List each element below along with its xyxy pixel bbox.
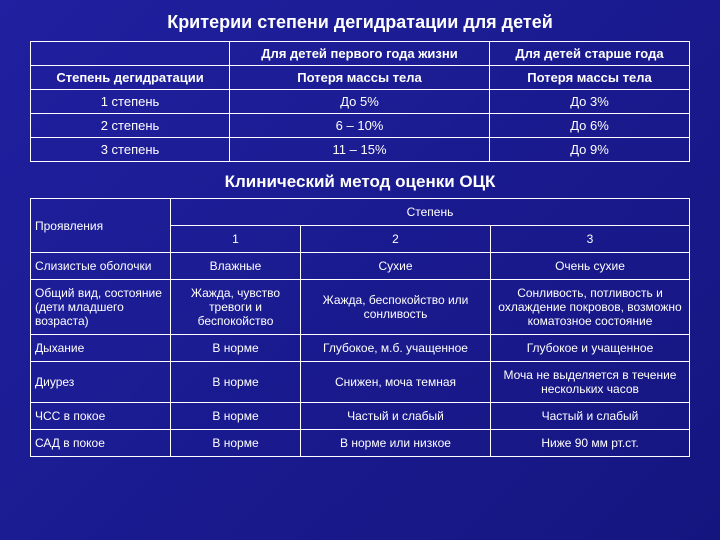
value-cell: Очень сухие [491, 253, 690, 280]
value-cell: Сухие [301, 253, 491, 280]
table-row: Слизистые оболочки Влажные Сухие Очень с… [31, 253, 690, 280]
value-cell: До 3% [489, 90, 689, 114]
value-cell: Жажда, чувство тревоги и беспокойство [171, 280, 301, 335]
table-row: Проявления Степень [31, 199, 690, 226]
value-cell: Частый и слабый [491, 403, 690, 430]
value-cell: Моча не выделяется в течение нескольких … [491, 362, 690, 403]
value-cell: 6 – 10% [230, 114, 490, 138]
table-row: САД в покое В норме В норме или низкое Н… [31, 430, 690, 457]
table-row: Для детей первого года жизни Для детей с… [31, 42, 690, 66]
col-header-1: Для детей первого года жизни [230, 42, 490, 66]
table-row: Общий вид, состояние (дети младшего возр… [31, 280, 690, 335]
clinical-table: Проявления Степень 1 2 3 Слизистые оболо… [30, 198, 690, 457]
degree-3: 3 [491, 226, 690, 253]
col-header-2: Для детей старше года [489, 42, 689, 66]
title-1: Критерии степени дегидратации для детей [30, 12, 690, 33]
value-cell: Влажные [171, 253, 301, 280]
param-name: Слизистые оболочки [31, 253, 171, 280]
row-header: Проявления [31, 199, 171, 253]
table-row: Степень дегидратации Потеря массы тела П… [31, 66, 690, 90]
table-row: 1 степень До 5% До 3% [31, 90, 690, 114]
value-cell: Глубокое и учащенное [491, 335, 690, 362]
value-cell: До 6% [489, 114, 689, 138]
value-cell: До 9% [489, 138, 689, 162]
param-name: САД в покое [31, 430, 171, 457]
degree-2: 2 [301, 226, 491, 253]
value-cell: Частый и слабый [301, 403, 491, 430]
degree-header: Степень [171, 199, 690, 226]
value-cell: В норме [171, 362, 301, 403]
dehydration-table: Для детей первого года жизни Для детей с… [30, 41, 690, 162]
table-row: ЧСС в покое В норме Частый и слабый Част… [31, 403, 690, 430]
value-cell: Снижен, моча темная [301, 362, 491, 403]
title-2: Клинический метод оценки ОЦК [30, 172, 690, 192]
table-row: Дыхание В норме Глубокое, м.б. учащенное… [31, 335, 690, 362]
param-name: ЧСС в покое [31, 403, 171, 430]
value-cell: В норме [171, 335, 301, 362]
table-row: 3 степень 11 – 15% До 9% [31, 138, 690, 162]
param-name: Общий вид, состояние (дети младшего возр… [31, 280, 171, 335]
degree-1: 1 [171, 226, 301, 253]
table-row: 2 степень 6 – 10% До 6% [31, 114, 690, 138]
value-cell: 11 – 15% [230, 138, 490, 162]
value-cell: В норме [171, 430, 301, 457]
degree-cell: 1 степень [31, 90, 230, 114]
value-cell: Ниже 90 мм рт.ст. [491, 430, 690, 457]
table-row: Диурез В норме Снижен, моча темная Моча … [31, 362, 690, 403]
value-cell: В норме или низкое [301, 430, 491, 457]
degree-cell: 2 степень [31, 114, 230, 138]
param-name: Дыхание [31, 335, 171, 362]
value-cell: Глубокое, м.б. учащенное [301, 335, 491, 362]
value-cell: В норме [171, 403, 301, 430]
subhead-2: Потеря массы тела [489, 66, 689, 90]
row-header: Степень дегидратации [31, 66, 230, 90]
value-cell: Сонливость, потливость и охлаждение покр… [491, 280, 690, 335]
subhead-1: Потеря массы тела [230, 66, 490, 90]
degree-cell: 3 степень [31, 138, 230, 162]
value-cell: До 5% [230, 90, 490, 114]
param-name: Диурез [31, 362, 171, 403]
cell-empty [31, 42, 230, 66]
value-cell: Жажда, беспокойство или сонливость [301, 280, 491, 335]
